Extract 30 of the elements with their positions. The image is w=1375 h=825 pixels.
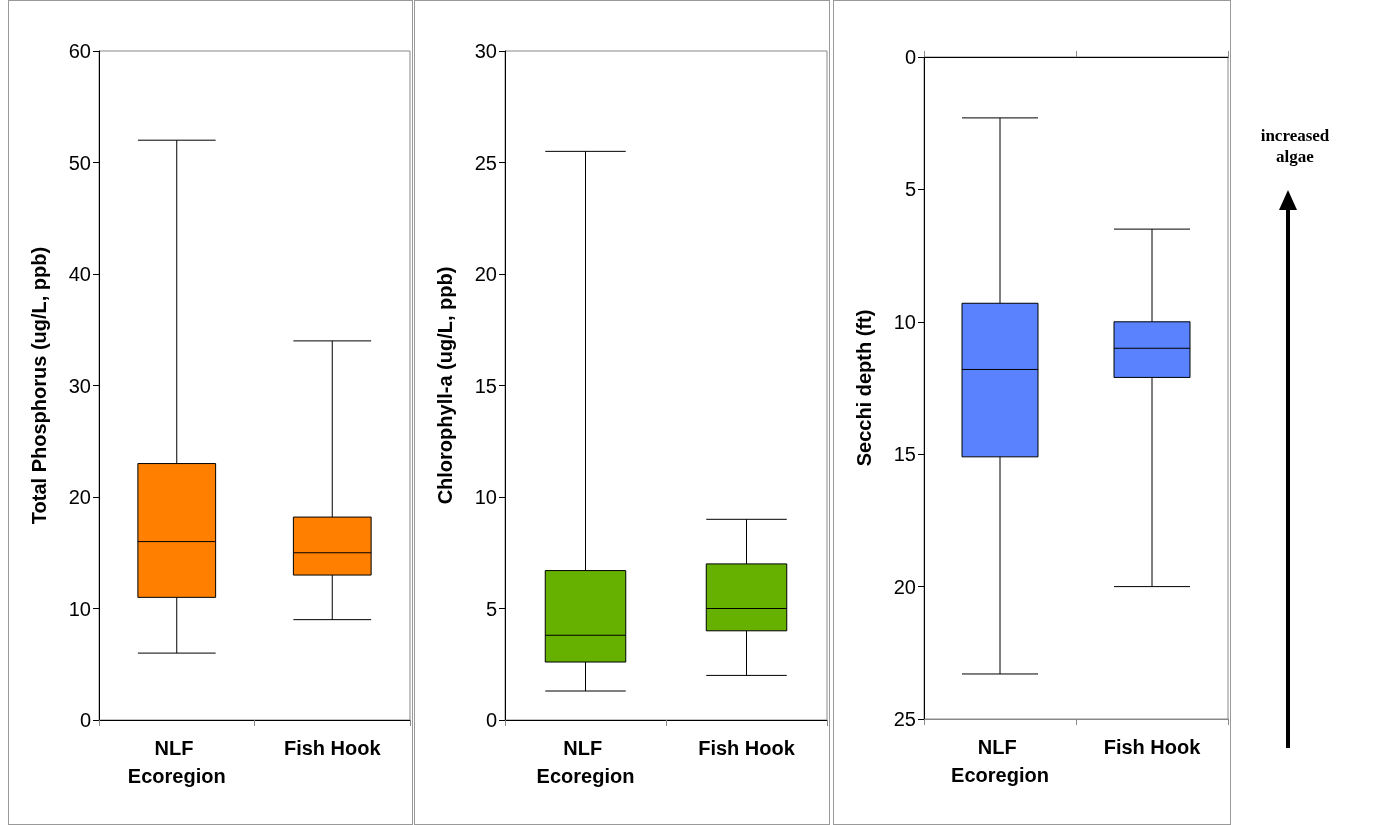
y-tick-label: 15 xyxy=(474,374,497,397)
y-axis-title: Secchi depth (ft) xyxy=(853,309,875,467)
y-axis-title: Chlorophyll-a (ug/L, ppb) xyxy=(434,266,456,505)
y-tick-label: 10 xyxy=(893,310,916,333)
y-axis-title: Total Phosphorus (ug/L, ppb) xyxy=(28,246,50,525)
x-tick-label: NLF Ecoregion xyxy=(127,737,226,787)
x-tick-label: Fish Hook xyxy=(283,737,382,759)
y-tick-label: 60 xyxy=(68,40,91,62)
y-tick-label: 10 xyxy=(68,597,91,620)
y-tick-label: 15 xyxy=(893,443,916,466)
y-tick-label: 30 xyxy=(474,40,497,62)
y-tick-label: 0 xyxy=(79,709,91,731)
y-tick-label: 0 xyxy=(485,709,497,731)
y-tick-label: 20 xyxy=(68,486,91,508)
y-tick-label: 50 xyxy=(68,151,91,174)
x-tick-label: NLF Ecoregion xyxy=(951,736,1049,786)
x-tick-label: NLF Ecoregion xyxy=(536,737,635,787)
y-tick-label: 5 xyxy=(904,178,916,201)
y-tick-label: 30 xyxy=(68,374,91,397)
y-tick-label: 20 xyxy=(474,263,497,285)
x-tick-label: Fish Hook xyxy=(698,737,796,759)
y-tick-label: 20 xyxy=(893,575,916,598)
y-tick-label: 0 xyxy=(904,46,916,68)
y-tick-label: 25 xyxy=(474,151,497,174)
text: increased algae xyxy=(1259,125,1331,167)
y-tick-label: 40 xyxy=(68,263,91,285)
y-tick-label: 10 xyxy=(474,486,497,508)
x-tick-label: Fish Hook xyxy=(1103,736,1202,758)
y-tick-label: 5 xyxy=(485,597,497,620)
y-tick-label: 25 xyxy=(893,708,916,730)
